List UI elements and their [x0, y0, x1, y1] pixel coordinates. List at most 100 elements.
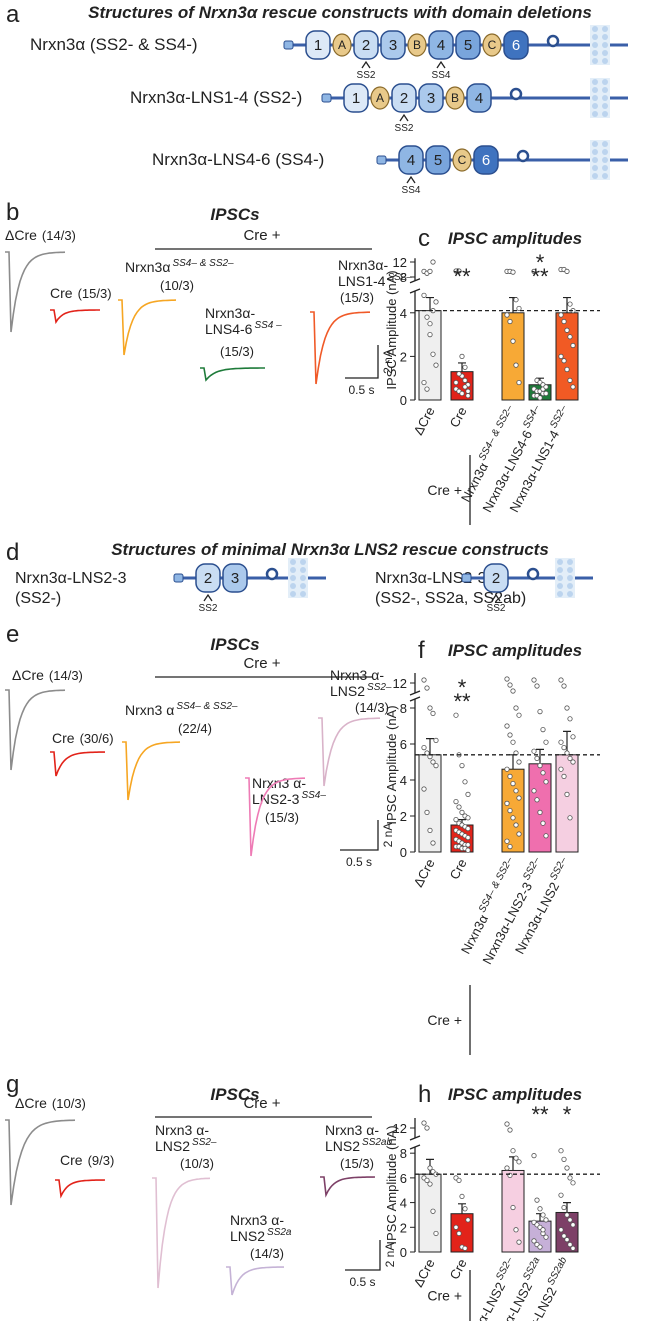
- significance: * **: [531, 250, 549, 289]
- axis-break: [409, 288, 421, 294]
- data-point: [561, 683, 567, 689]
- data-point: [510, 815, 516, 821]
- data-point: [462, 779, 468, 785]
- data-point: [564, 1237, 570, 1243]
- data-point: [534, 683, 540, 689]
- lns-domain: [380, 30, 406, 60]
- y-axis-label: IPSC Amplitude (nA): [384, 1125, 399, 1244]
- domain-label: B: [413, 38, 421, 52]
- domain-label: 1: [314, 37, 322, 54]
- category-label: ΔCre: [410, 856, 437, 889]
- data-point: [459, 1193, 465, 1200]
- trace-label: Nrxn3 α-: [252, 775, 306, 791]
- trace-n: (10/3): [180, 1156, 214, 1171]
- lipid: [300, 567, 306, 573]
- domain-label: 1: [352, 90, 360, 107]
- lipid: [602, 79, 608, 85]
- y-tick-label: 4: [400, 1196, 407, 1211]
- trace-label: Nrxn3 α-: [230, 1212, 284, 1228]
- construct-label: Nrxn3α-LNS2-3: [15, 570, 127, 587]
- data-point: [465, 388, 471, 394]
- data-point: [507, 682, 513, 688]
- group-label: Cre +: [427, 482, 462, 498]
- data-point: [570, 384, 576, 390]
- scale-y-label: 2 nA: [381, 823, 395, 848]
- error-bar: [458, 362, 466, 372]
- domain-label: 4: [407, 152, 415, 169]
- y-tick-label: 4: [400, 773, 407, 788]
- trace-label: ΔCre (14/3): [12, 667, 83, 683]
- domain-label: 5: [464, 37, 472, 54]
- construct-label: (SS2-): [15, 590, 61, 607]
- data-point: [510, 269, 516, 275]
- y-tick-label: 2: [400, 809, 407, 824]
- data-point: [424, 1177, 430, 1183]
- data-point: [510, 780, 516, 787]
- trace-label: Nrxn3α-: [205, 305, 255, 321]
- data-point: [453, 1224, 459, 1230]
- category-label: Cre: [447, 856, 470, 882]
- trace-label-part: SS4– & SS2–: [172, 258, 234, 269]
- scale-y-label: 2 nA: [383, 1243, 397, 1268]
- significance-part: **: [531, 264, 549, 289]
- egf-domain: [370, 86, 390, 110]
- category-label-part: SS2–: [521, 855, 542, 882]
- data-point: [531, 1153, 537, 1159]
- trace-label: Nrxn3 α-: [155, 1122, 209, 1138]
- axis-break: [409, 690, 421, 696]
- error-bar: [509, 754, 517, 770]
- splice-caret: [361, 60, 371, 69]
- lipid: [602, 42, 608, 48]
- domain-label: 2: [204, 570, 212, 587]
- axis-break: [409, 1144, 421, 1150]
- trace-label: LNS4-6 SS4 –: [205, 320, 282, 337]
- error-bar: [426, 296, 434, 311]
- category-label: Cre: [447, 1256, 470, 1282]
- data-point: [561, 773, 567, 780]
- panel-letter: d: [6, 539, 19, 566]
- data-point: [421, 292, 427, 298]
- data-point: [567, 1241, 573, 1248]
- data-point: [558, 766, 564, 772]
- trace-label-part: Nrxn3α: [125, 259, 170, 275]
- trace-label-part: (14/3): [42, 228, 76, 243]
- data-point: [537, 708, 543, 715]
- lns-domain: [305, 30, 331, 60]
- trace-label-part: Nrxn3 α-: [325, 1122, 379, 1138]
- lipid: [567, 591, 573, 597]
- data-point: [459, 353, 465, 359]
- chart-title: IPSC amplitudes: [448, 1085, 582, 1104]
- y-axis-label: IPSC Amplitude (nA): [384, 270, 399, 389]
- data-point: [510, 1204, 516, 1211]
- trace-label-part: Nrxn3 α: [125, 702, 174, 718]
- data-point: [558, 312, 564, 318]
- signal-peptide: [283, 40, 294, 50]
- data-point: [564, 327, 570, 333]
- lipid: [602, 149, 608, 155]
- data-point: [570, 342, 576, 349]
- data-point: [504, 838, 510, 844]
- data-point: [504, 766, 510, 772]
- data-point: [567, 1175, 573, 1181]
- significance-part: *: [458, 675, 467, 700]
- lns-domain: [418, 83, 444, 113]
- y-tick-label: 0: [400, 1245, 407, 1260]
- lipid: [567, 583, 573, 589]
- domain-label: 3: [427, 90, 435, 107]
- egf-domain: [445, 86, 465, 110]
- data-point: [567, 755, 573, 762]
- data-point: [561, 1156, 567, 1162]
- domain-label: 2: [362, 37, 370, 54]
- data-point: [567, 1217, 573, 1223]
- category-label: ΔCre: [410, 1256, 437, 1289]
- data-point: [534, 1197, 540, 1203]
- domain-label: 4: [475, 90, 483, 107]
- data-point: [513, 1227, 519, 1233]
- data-point: [424, 809, 430, 816]
- data-point: [465, 825, 471, 832]
- group-label: Cre +: [427, 1288, 462, 1304]
- data-point: [516, 1239, 522, 1245]
- trace: [122, 741, 181, 801]
- data-point: [531, 748, 537, 754]
- lns-domain: [473, 145, 499, 175]
